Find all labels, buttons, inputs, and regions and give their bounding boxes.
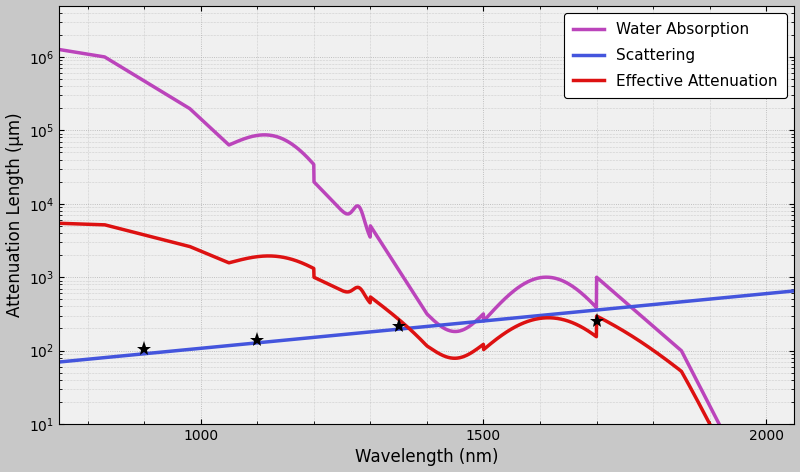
Scattering (54, 359, 64, 365)
Effective Attenuation (696, 404, 706, 410)
Effective Attenuation (337, 287, 346, 293)
Effective Attenuation (54, 220, 64, 226)
Legend: Water Absorption, Scattering, Effective Attenuation: Water Absorption, Scattering, Effective … (564, 13, 787, 98)
Scattering (790, 288, 799, 294)
Water Absorption (337, 207, 346, 213)
Effective Attenuation (182, 243, 191, 249)
Line: Effective Attenuation: Effective Attenuation (59, 223, 794, 472)
Water Absorption (138, 77, 148, 83)
Water Absorption (182, 104, 191, 110)
Effective Attenuation (368, 296, 378, 302)
X-axis label: Wavelength (nm): Wavelength (nm) (355, 448, 498, 466)
Line: Scattering: Scattering (59, 291, 794, 362)
Effective Attenuation (138, 232, 148, 237)
Scattering (368, 329, 378, 335)
Scattering (696, 297, 706, 303)
Scattering (182, 347, 191, 353)
Water Absorption (54, 47, 64, 52)
Water Absorption (696, 386, 706, 391)
Scattering (337, 332, 346, 337)
Scattering (775, 289, 785, 295)
Line: Water Absorption: Water Absorption (59, 50, 794, 472)
Scattering (138, 351, 148, 357)
Water Absorption (368, 227, 378, 233)
Y-axis label: Attenuation Length (μm): Attenuation Length (μm) (6, 112, 23, 317)
